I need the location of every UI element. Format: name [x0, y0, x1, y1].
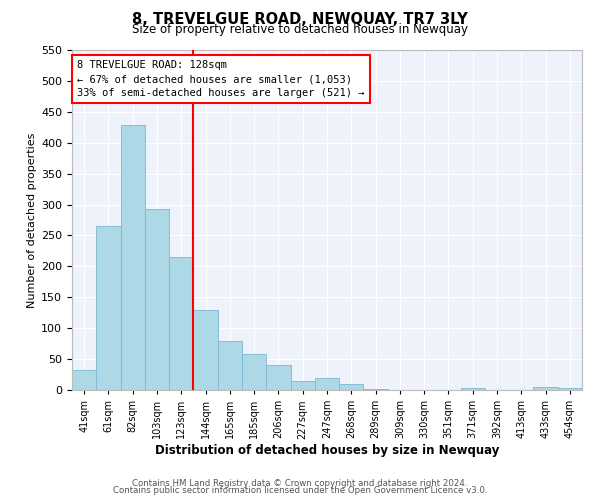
Bar [290, 380, 315, 390]
Text: 8 TREVELGUE ROAD: 128sqm
← 67% of detached houses are smaller (1,053)
33% of sem: 8 TREVELGUE ROAD: 128sqm ← 67% of detach… [77, 60, 365, 98]
Bar [533, 387, 558, 390]
Y-axis label: Number of detached properties: Number of detached properties [27, 132, 37, 308]
Bar [315, 378, 339, 390]
Bar [145, 209, 169, 390]
Text: 8, TREVELGUE ROAD, NEWQUAY, TR7 3LY: 8, TREVELGUE ROAD, NEWQUAY, TR7 3LY [132, 12, 468, 28]
Bar [72, 370, 96, 390]
Bar [461, 388, 485, 390]
Bar [558, 388, 582, 390]
X-axis label: Distribution of detached houses by size in Newquay: Distribution of detached houses by size … [155, 444, 499, 457]
Text: Contains HM Land Registry data © Crown copyright and database right 2024.: Contains HM Land Registry data © Crown c… [132, 478, 468, 488]
Bar [364, 389, 388, 390]
Bar [121, 126, 145, 390]
Text: Contains public sector information licensed under the Open Government Licence v3: Contains public sector information licen… [113, 486, 487, 495]
Bar [193, 310, 218, 390]
Bar [96, 226, 121, 390]
Bar [339, 384, 364, 390]
Bar [266, 366, 290, 390]
Text: Size of property relative to detached houses in Newquay: Size of property relative to detached ho… [132, 24, 468, 36]
Bar [169, 257, 193, 390]
Bar [218, 341, 242, 390]
Bar [242, 354, 266, 390]
